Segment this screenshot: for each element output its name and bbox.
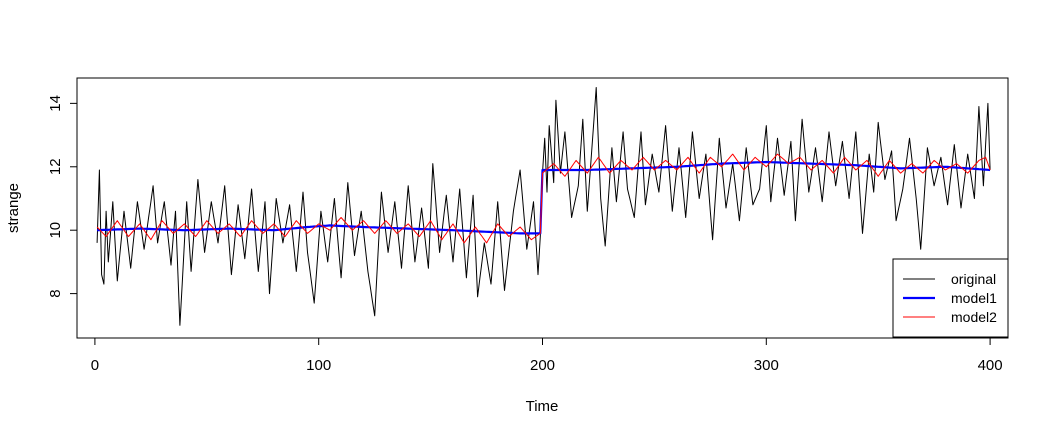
x-axis: 0 100 200 300 400 (91, 337, 1003, 374)
x-tick-label: 400 (978, 357, 1003, 374)
y-axis: 8 10 12 14 (47, 95, 78, 298)
y-axis-title: strange (5, 183, 22, 233)
plot-frame (76, 77, 1009, 339)
y-tick-label: 12 (47, 158, 64, 175)
x-tick-label: 0 (91, 357, 99, 374)
x-axis-title: Time (526, 398, 559, 415)
series-line-original (96, 87, 991, 326)
x-tick-label: 100 (306, 357, 331, 374)
y-tick-label: 8 (47, 289, 64, 297)
legend-label-model1: model1 (951, 290, 997, 306)
legend-label-model2: model2 (951, 309, 997, 325)
series-line-model2 (96, 153, 991, 244)
y-tick-label: 10 (47, 222, 64, 239)
series-layer (96, 87, 991, 326)
x-tick-label: 200 (530, 357, 555, 374)
legend: original model1 model2 (892, 258, 1009, 338)
x-tick-label: 300 (754, 357, 779, 374)
legend-label-original: original (951, 271, 996, 287)
y-tick-label: 14 (47, 95, 64, 112)
